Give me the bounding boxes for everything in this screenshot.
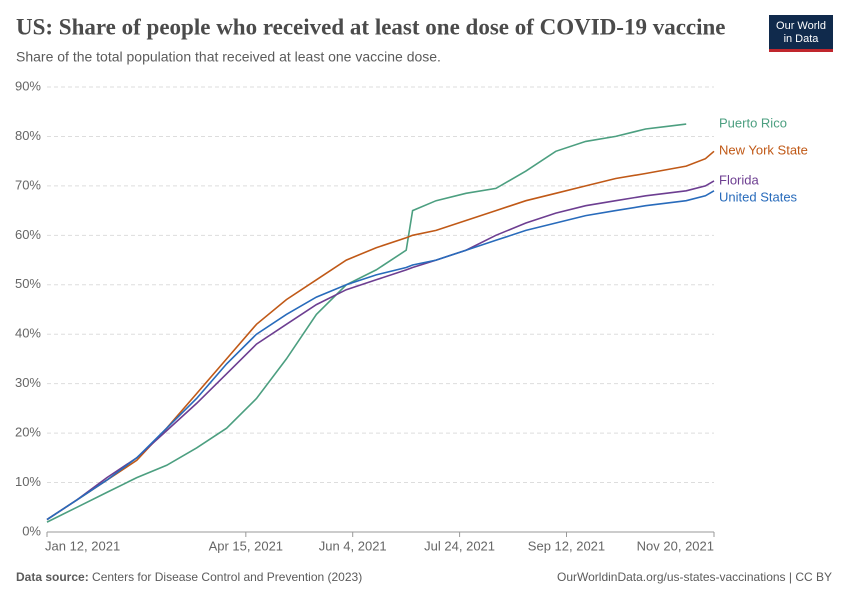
x-tick-label: Jun 4, 2021 xyxy=(319,538,387,553)
legend-label: New York State xyxy=(719,143,808,158)
y-tick-label: 20% xyxy=(15,425,41,440)
legend-label: Puerto Rico xyxy=(719,116,787,131)
y-tick-label: 10% xyxy=(15,474,41,489)
source: Data source: Centers for Disease Control… xyxy=(16,570,362,584)
x-tick-label: Jan 12, 2021 xyxy=(45,538,120,553)
logo-bar xyxy=(769,49,833,52)
legend-label: Florida xyxy=(719,172,760,187)
x-tick-label: Jul 24, 2021 xyxy=(424,538,495,553)
y-tick-label: 90% xyxy=(15,78,41,93)
logo-text: in Data xyxy=(784,33,820,45)
legend-label: United States xyxy=(719,189,798,204)
y-tick-label: 70% xyxy=(15,177,41,192)
series-line xyxy=(46,123,687,523)
series-line xyxy=(46,180,715,521)
y-tick-label: 60% xyxy=(15,227,41,242)
y-tick-label: 50% xyxy=(15,276,41,291)
chart-subtitle: Share of the total population that recei… xyxy=(16,49,441,65)
y-tick-label: 0% xyxy=(22,523,41,538)
x-tick-label: Sep 12, 2021 xyxy=(528,538,605,553)
source-label: Data source: xyxy=(16,570,89,584)
x-tick-label: Apr 15, 2021 xyxy=(209,538,283,553)
y-tick-label: 40% xyxy=(15,326,41,341)
logo-box xyxy=(769,15,833,49)
logo-text: Our World xyxy=(776,20,826,32)
logo[interactable]: Our World in Data xyxy=(769,15,833,52)
credit[interactable]: OurWorldinData.org/us-states-vaccination… xyxy=(557,570,832,584)
x-tick-label: Nov 20, 2021 xyxy=(637,538,714,553)
chart-title: US: Share of people who received at leas… xyxy=(16,14,726,39)
series-line xyxy=(46,190,715,521)
series-line xyxy=(46,150,715,521)
y-tick-label: 80% xyxy=(15,128,41,143)
y-tick-label: 30% xyxy=(15,375,41,390)
source-text: Centers for Disease Control and Preventi… xyxy=(92,570,362,584)
